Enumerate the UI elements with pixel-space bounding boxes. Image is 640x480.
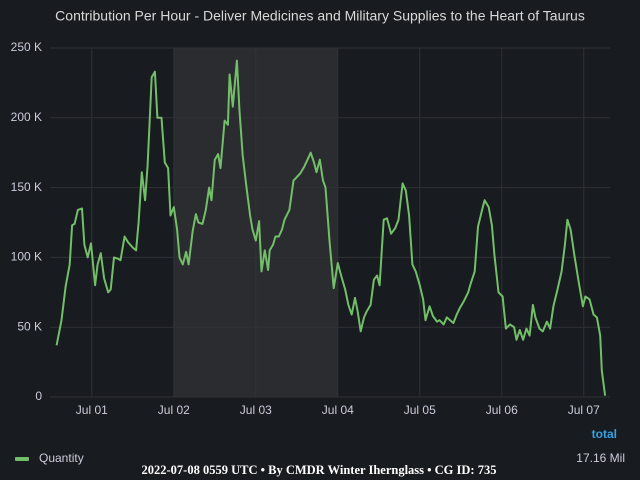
- legend-header: total: [592, 427, 617, 441]
- y-tick-label: 100 K: [11, 250, 42, 264]
- x-tick-label: Jul 03: [240, 403, 272, 417]
- x-tick-label: Jul 02: [158, 403, 190, 417]
- data-line: [55, 59, 607, 396]
- chart-title: Contribution Per Hour - Deliver Medicine…: [55, 8, 585, 24]
- legend-total: 17.16 Mil: [576, 451, 625, 465]
- x-tick-label: Jul 07: [568, 403, 600, 417]
- y-tick-label: 0: [35, 389, 42, 403]
- legend-label: Quantity: [39, 451, 84, 465]
- y-tick-label: 250 K: [11, 40, 42, 54]
- x-tick-label: Jul 04: [322, 403, 354, 417]
- y-tick-label: 200 K: [11, 110, 42, 124]
- legend-swatch: [15, 457, 29, 461]
- x-tick-label: Jul 06: [486, 403, 518, 417]
- x-tick-label: Jul 01: [76, 403, 108, 417]
- y-tick-label: 150 K: [11, 180, 42, 194]
- y-tick-label: 50 K: [17, 319, 42, 333]
- x-tick-label: Jul 05: [404, 403, 436, 417]
- footer: 2022-07-08 0559 UTC • By CMDR Winter Ihe…: [142, 463, 497, 477]
